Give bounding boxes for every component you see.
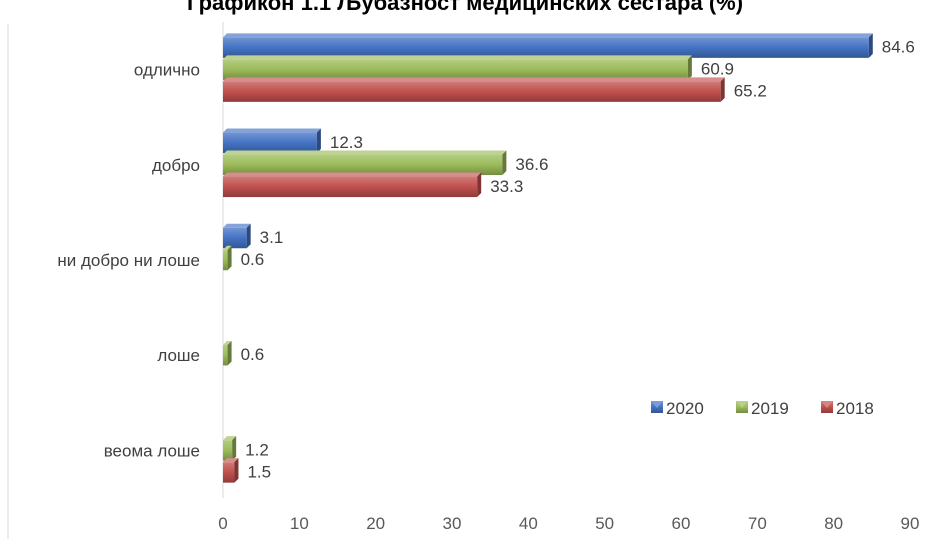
data-label-2020-одлично: 84.6	[882, 38, 915, 57]
bar-2019-веома-лоше	[223, 436, 237, 461]
data-label-2020-добро: 12.3	[330, 133, 363, 152]
bar-2019-ни-добро-ни-лоше	[223, 245, 232, 271]
data-label-2019-лоше: 0.6	[241, 345, 265, 364]
data-label-2019-веома-лоше: 1.2	[245, 440, 269, 459]
x-tick-40: 40	[519, 514, 538, 533]
labels-layer: 84.6 60.965.2 12.3 36.6 33.3 3.1 0.6 0.6 1.2 1.5	[241, 38, 915, 482]
bar-2019-лоше	[223, 340, 232, 366]
legend-label-2018: 2018	[836, 399, 874, 418]
data-label-2018-веома-лоше: 1.5	[247, 462, 271, 481]
x-tick-50: 50	[595, 514, 614, 533]
x-tick-80: 80	[824, 514, 843, 533]
x-tick-0: 0	[218, 514, 227, 533]
data-label-2020-ни-добро-ни-лоше: 3.1	[260, 228, 284, 247]
bars-layer	[223, 33, 873, 483]
legend: 2020 2019 2018	[651, 399, 874, 418]
category-label-веома-лоше: веома лоше	[104, 441, 200, 460]
bar-2020-одлично	[223, 33, 873, 58]
x-tick-30: 30	[443, 514, 462, 533]
bar-2019-добро	[223, 150, 507, 176]
x-tick-10: 10	[290, 514, 309, 533]
data-label-2019-одлично: 60.9	[701, 60, 734, 79]
bar-2019-одлично	[223, 55, 692, 80]
category-label-одлично: одлично	[134, 61, 200, 80]
data-label-2018-добро: 33.3	[490, 177, 523, 196]
x-tick-20: 20	[366, 514, 385, 533]
legend-label-2019: 2019	[751, 399, 789, 418]
legend-item-2019: 2019	[736, 399, 789, 418]
data-label-2019-добро: 36.6	[515, 155, 548, 174]
bar-2018-одлично	[223, 77, 725, 102]
bar-2020-добро	[223, 128, 321, 154]
data-label-2018-одлично: 65.2	[734, 82, 767, 101]
legend-label-2020: 2020	[666, 399, 704, 418]
x-tick-90: 90	[901, 514, 920, 533]
category-label-добро: добро	[152, 156, 200, 175]
category-label-лоше: лоше	[157, 346, 200, 365]
x-tick-labels: 0 10 20 30 40 50 60 70 80 90	[218, 514, 919, 533]
x-tick-70: 70	[748, 514, 767, 533]
legend-item-2018: 2018	[821, 399, 874, 418]
category-label-ни-добро-ни-лоше: ни добро ни лоше	[57, 251, 200, 270]
category-labels: одлично добро ни добро ни лоше лоше веома ло…	[57, 61, 200, 461]
chart-title: Графикон 1.1 Љубазност медицинских сеста…	[186, 0, 744, 15]
data-label-2019-ни-добро-ни-лоше: 0.6	[241, 250, 265, 269]
bar-2020-ни-добро-ни-лоше	[223, 223, 251, 249]
legend-item-2020: 2020	[651, 399, 704, 418]
bar-2018-веома-лоше	[223, 458, 239, 483]
x-tick-60: 60	[672, 514, 691, 533]
bar-2018-добро	[223, 172, 482, 198]
